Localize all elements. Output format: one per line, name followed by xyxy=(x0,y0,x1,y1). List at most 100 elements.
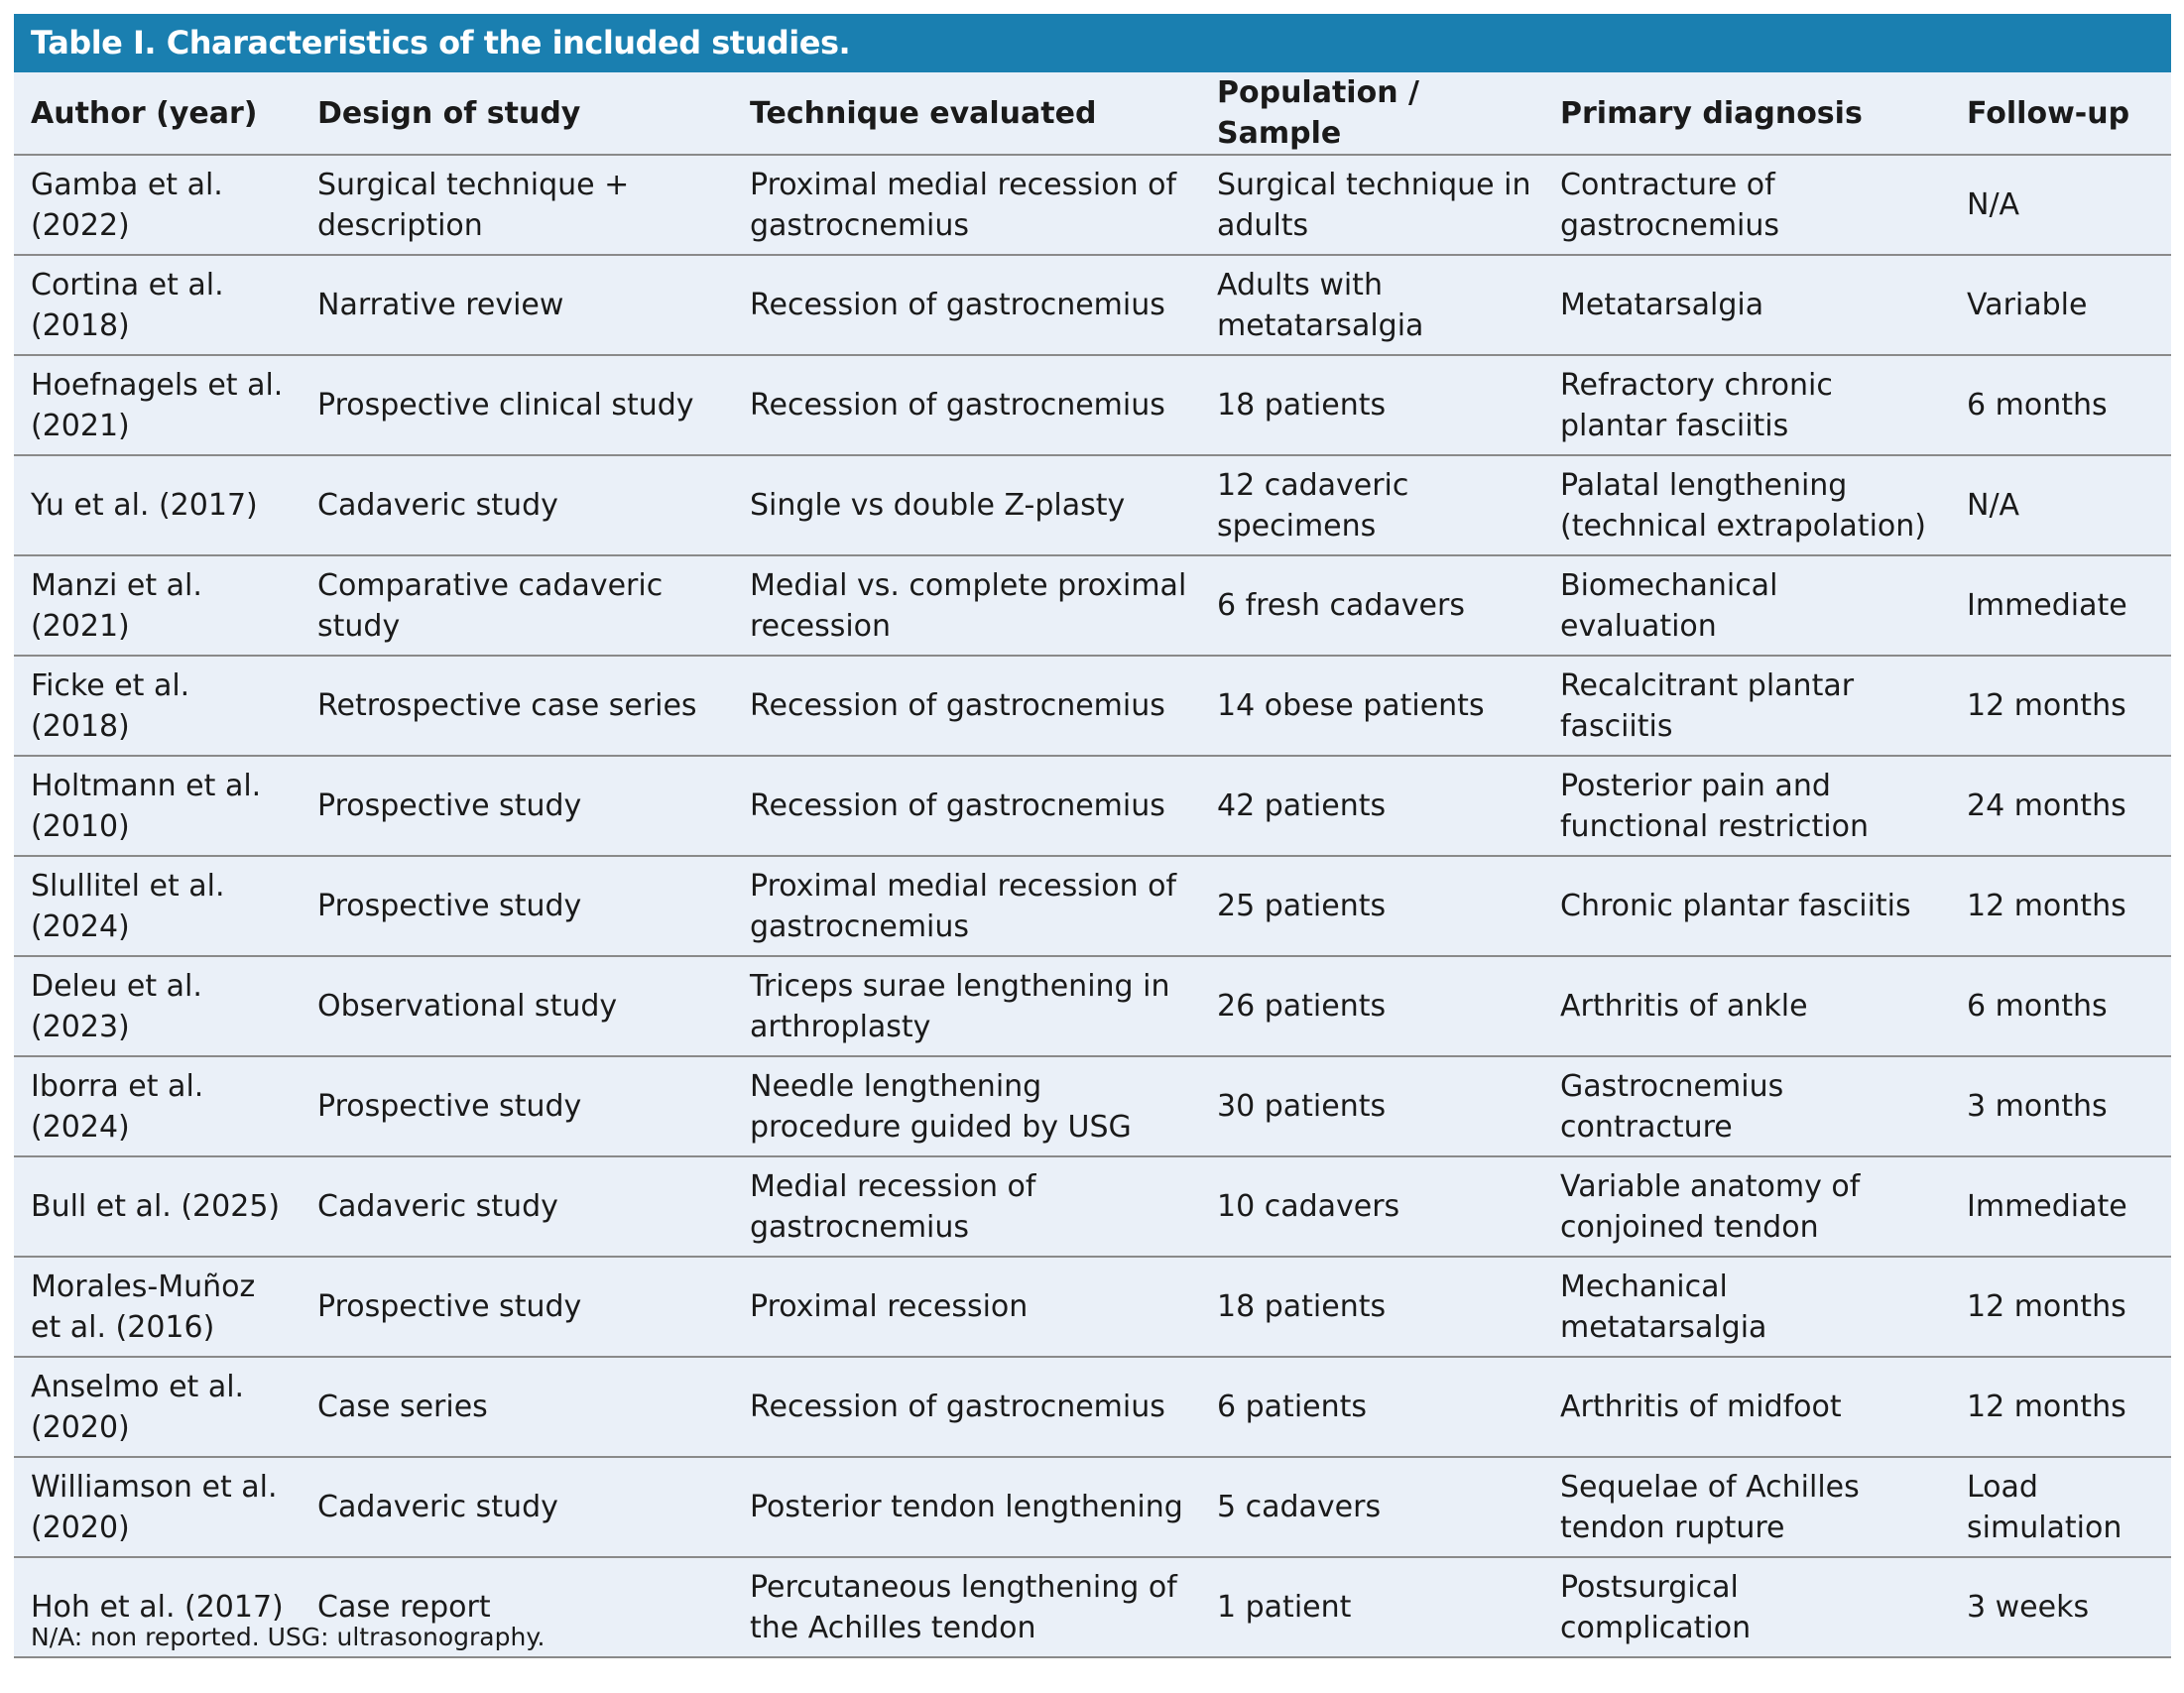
table-cell: Immediate xyxy=(1950,1156,2171,1258)
table-cell: Morales-Muñoz et al. (2016) xyxy=(14,1257,301,1358)
table-row: Gamba et al. (2022) Surgical technique + … xyxy=(14,155,2171,256)
table-cell: Mechanical metatarsalgia xyxy=(1543,1257,1950,1358)
table-cell: N/A xyxy=(1950,455,2171,556)
table-cell: Percutaneous lengthening of the Achilles… xyxy=(733,1557,1200,1658)
table-row: Williamson et al. (2020) Cadaveric study P… xyxy=(14,1457,2171,1558)
table-cell: Williamson et al. (2020) xyxy=(14,1457,301,1558)
table-cell: Recession of gastrocnemius xyxy=(733,1357,1200,1458)
column-header: Population / Sample xyxy=(1200,72,1543,156)
table-title: Table I. Characteristics of the included… xyxy=(14,14,2171,72)
table-cell: 26 patients xyxy=(1200,956,1543,1057)
table-cell: Adults with metatarsalgia xyxy=(1200,255,1543,356)
table-cell: Cadaveric study xyxy=(301,455,733,556)
table-cell: 3 weeks xyxy=(1950,1557,2171,1658)
table-cell: 42 patients xyxy=(1200,756,1543,857)
table-cell: N/A xyxy=(1950,155,2171,256)
table-cell: Recalcitrant plantar fasciitis xyxy=(1543,656,1950,757)
table-cell: Palatal lengthening (technical extrapola… xyxy=(1543,455,1950,556)
table-cell: 3 months xyxy=(1950,1056,2171,1157)
table-cell: Postsurgical complication xyxy=(1543,1557,1950,1658)
table-cell: Needle lengthening procedure guided by U… xyxy=(733,1056,1200,1157)
column-header: Design of study xyxy=(301,72,733,156)
table-cell: Hoh et al. (2017) xyxy=(14,1557,301,1658)
table-cell: Proximal recession xyxy=(733,1257,1200,1358)
table-cell: 5 cadavers xyxy=(1200,1457,1543,1558)
table-cell: Triceps surae lengthening in arthroplast… xyxy=(733,956,1200,1057)
table-cell: Recession of gastrocnemius xyxy=(733,756,1200,857)
header-row: Author (year) Design of study Technique ev… xyxy=(14,72,2171,156)
table-cell: Comparative cadaveric study xyxy=(301,555,733,657)
table-cell: 14 obese patients xyxy=(1200,656,1543,757)
table-cell: Posterior pain and functional restrictio… xyxy=(1543,756,1950,857)
table-body: Gamba et al. (2022) Surgical technique + … xyxy=(14,155,2171,1658)
table-cell: Proximal medial recession of gastrocnemi… xyxy=(733,856,1200,957)
table-cell: Cortina et al. (2018) xyxy=(14,255,301,356)
table-row: Slullitel et al. (2024) Prospective study… xyxy=(14,856,2171,957)
table-cell: 12 months xyxy=(1950,1257,2171,1358)
table-cell: Prospective study xyxy=(301,1257,733,1358)
table-cell: 10 cadavers xyxy=(1200,1156,1543,1258)
table-cell: Iborra et al. (2024) xyxy=(14,1056,301,1157)
column-header: Primary diagnosis xyxy=(1543,72,1950,156)
table-cell: 12 months xyxy=(1950,1357,2171,1458)
table-cell: Refractory chronic plantar fasciitis xyxy=(1543,355,1950,456)
table-cell: Recession of gastrocnemius xyxy=(733,355,1200,456)
table-cell: Surgical technique in adults xyxy=(1200,155,1543,256)
table-cell: Deleu et al. (2023) xyxy=(14,956,301,1057)
column-header: Author (year) xyxy=(14,72,301,156)
table-row: Iborra et al. (2024) Prospective study Nee… xyxy=(14,1056,2171,1157)
table-cell: Observational study xyxy=(301,956,733,1057)
table-cell: 6 fresh cadavers xyxy=(1200,555,1543,657)
table-cell: Gastrocnemius contracture xyxy=(1543,1056,1950,1157)
table-cell: Narrative review xyxy=(301,255,733,356)
table-cell: Load simulation xyxy=(1950,1457,2171,1558)
table-cell: 6 patients xyxy=(1200,1357,1543,1458)
table-row: Bull et al. (2025) Cadaveric study Medial … xyxy=(14,1156,2171,1258)
table-cell: Case report xyxy=(301,1557,733,1658)
table-cell: Manzi et al. (2021) xyxy=(14,555,301,657)
table-cell: 18 patients xyxy=(1200,355,1543,456)
table-cell: Gamba et al. (2022) xyxy=(14,155,301,256)
footnote: N/A: non reported. USG: ultrasonography. xyxy=(31,1623,546,1651)
table-cell: 12 months xyxy=(1950,656,2171,757)
table-cell: Hoefnagels et al. (2021) xyxy=(14,355,301,456)
table-cell: 12 cadaveric specimens xyxy=(1200,455,1543,556)
table-row: Hoefnagels et al. (2021) Prospective clin… xyxy=(14,355,2171,456)
table-cell: Arthritis of midfoot xyxy=(1543,1357,1950,1458)
table-cell: Single vs double Z-plasty xyxy=(733,455,1200,556)
table-cell: Cadaveric study xyxy=(301,1457,733,1558)
table-row: Cortina et al. (2018) Narrative review Rec… xyxy=(14,255,2171,356)
table-cell: Ficke et al. (2018) xyxy=(14,656,301,757)
table-cell: Sequelae of Achilles tendon rupture xyxy=(1543,1457,1950,1558)
table-cell: 30 patients xyxy=(1200,1056,1543,1157)
table-cell: Posterior tendon lengthening xyxy=(733,1457,1200,1558)
table-cell: Variable xyxy=(1950,255,2171,356)
table-row: Hoh et al. (2017) Case report Percutaneous… xyxy=(14,1557,2171,1658)
table-cell: Retrospective case series xyxy=(301,656,733,757)
table-cell: Holtmann et al. (2010) xyxy=(14,756,301,857)
table-cell: Prospective study xyxy=(301,1056,733,1157)
table-cell: Variable anatomy of conjoined tendon xyxy=(1543,1156,1950,1258)
table-cell: 25 patients xyxy=(1200,856,1543,957)
table-cell: Metatarsalgia xyxy=(1543,255,1950,356)
table-row: Anselmo et al. (2020) Case series Recessio… xyxy=(14,1357,2171,1458)
table-cell: Prospective study xyxy=(301,856,733,957)
table-cell: 18 patients xyxy=(1200,1257,1543,1358)
table-cell: Medial recession of gastrocnemius xyxy=(733,1156,1200,1258)
table-cell: Recession of gastrocnemius xyxy=(733,656,1200,757)
table-cell: Chronic plantar fasciitis xyxy=(1543,856,1950,957)
table-cell: 1 patient xyxy=(1200,1557,1543,1658)
table-cell: Recession of gastrocnemius xyxy=(733,255,1200,356)
table-row: Yu et al. (2017) Cadaveric study Single vs… xyxy=(14,455,2171,556)
table-cell: Bull et al. (2025) xyxy=(14,1156,301,1258)
table-cell: Proximal medial recession of gastrocnemi… xyxy=(733,155,1200,256)
table: Author (year) Design of study Technique ev… xyxy=(14,72,2171,1658)
table-cell: Prospective study xyxy=(301,756,733,857)
table-cell: Cadaveric study xyxy=(301,1156,733,1258)
table-cell: Anselmo et al. (2020) xyxy=(14,1357,301,1458)
table-cell: Slullitel et al. (2024) xyxy=(14,856,301,957)
table-cell: Yu et al. (2017) xyxy=(14,455,301,556)
table-cell: 12 months xyxy=(1950,856,2171,957)
table-cell: 6 months xyxy=(1950,355,2171,456)
